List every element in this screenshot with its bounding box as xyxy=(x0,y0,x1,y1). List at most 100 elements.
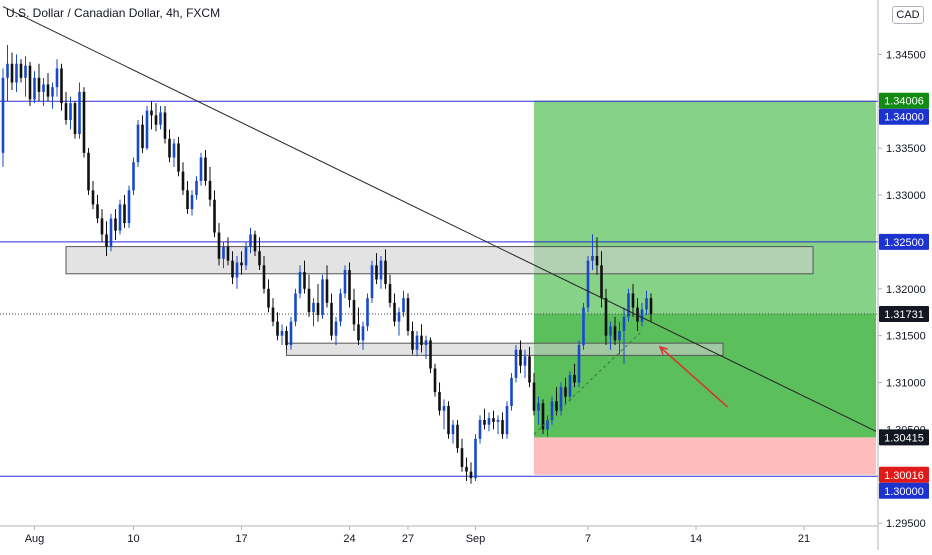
candle-31[interactable] xyxy=(141,115,144,153)
candle-29[interactable] xyxy=(132,157,135,196)
arrow-line[interactable] xyxy=(659,346,728,408)
candle-70[interactable] xyxy=(316,284,320,322)
candle-33[interactable] xyxy=(150,101,153,130)
candle-106[interactable] xyxy=(478,415,482,444)
candle-123[interactable] xyxy=(555,387,558,416)
candle-126[interactable] xyxy=(568,371,572,402)
candle-124[interactable] xyxy=(559,382,563,416)
candle-61[interactable] xyxy=(276,312,279,341)
candle-131[interactable] xyxy=(591,234,594,271)
candle-136[interactable] xyxy=(613,316,617,346)
candle-114[interactable] xyxy=(514,345,518,383)
candle-27[interactable] xyxy=(123,195,126,228)
candle-25[interactable] xyxy=(114,209,117,241)
candle-92[interactable] xyxy=(415,330,419,357)
candle-30[interactable] xyxy=(136,120,140,167)
candle-132[interactable] xyxy=(595,237,599,275)
candle-52[interactable] xyxy=(235,255,239,289)
candle-21[interactable] xyxy=(96,195,99,224)
candle-1[interactable] xyxy=(6,45,9,102)
candle-43[interactable] xyxy=(195,176,198,200)
candle-67[interactable] xyxy=(303,260,306,294)
candle-26[interactable] xyxy=(118,199,122,235)
candle-129[interactable] xyxy=(582,302,585,350)
candle-80[interactable] xyxy=(361,321,365,350)
candle-9[interactable] xyxy=(42,77,45,106)
candle-3[interactable] xyxy=(15,54,18,92)
candle-111[interactable] xyxy=(501,412,504,439)
candle-134[interactable] xyxy=(604,288,608,346)
candle-77[interactable] xyxy=(348,262,351,308)
candle-69[interactable] xyxy=(312,298,315,327)
candle-41[interactable] xyxy=(186,180,189,214)
candle-44[interactable] xyxy=(199,152,203,186)
candle-116[interactable] xyxy=(523,349,527,378)
candle-94[interactable] xyxy=(424,335,428,360)
candle-68[interactable] xyxy=(307,274,311,317)
candle-37[interactable] xyxy=(168,129,171,163)
candle-60[interactable] xyxy=(271,298,275,327)
candle-105[interactable] xyxy=(474,434,477,481)
candle-103[interactable] xyxy=(465,457,468,481)
candle-91[interactable] xyxy=(411,321,414,355)
candle-112[interactable] xyxy=(505,401,509,439)
candle-40[interactable] xyxy=(181,162,185,196)
candle-119[interactable] xyxy=(537,396,540,425)
candle-108[interactable] xyxy=(487,412,491,432)
candle-120[interactable] xyxy=(541,399,545,435)
candle-121[interactable] xyxy=(546,415,549,437)
candle-6[interactable] xyxy=(28,61,32,106)
candle-15[interactable] xyxy=(69,96,72,130)
candle-83[interactable] xyxy=(375,253,378,285)
candle-139[interactable] xyxy=(627,288,630,322)
candle-53[interactable] xyxy=(240,251,243,275)
candle-76[interactable] xyxy=(343,265,347,299)
candle-12[interactable] xyxy=(55,59,59,97)
candle-102[interactable] xyxy=(460,438,464,472)
candle-34[interactable] xyxy=(154,103,158,132)
candle-38[interactable] xyxy=(172,138,176,167)
candle-96[interactable] xyxy=(433,363,437,397)
candle-122[interactable] xyxy=(550,396,554,425)
candle-110[interactable] xyxy=(496,415,500,435)
candle-54[interactable] xyxy=(244,241,248,271)
range-box-1[interactable] xyxy=(65,246,814,275)
candle-18[interactable] xyxy=(82,87,86,158)
candle-98[interactable] xyxy=(442,399,446,430)
candle-0[interactable] xyxy=(1,68,5,167)
range-box-2[interactable] xyxy=(286,342,724,356)
candle-87[interactable] xyxy=(393,293,396,327)
candle-65[interactable] xyxy=(294,288,297,327)
candle-109[interactable] xyxy=(492,410,495,430)
candle-90[interactable] xyxy=(406,293,410,336)
trendline[interactable] xyxy=(2,6,877,432)
candle-141[interactable] xyxy=(636,298,639,331)
candle-107[interactable] xyxy=(483,408,486,430)
candle-42[interactable] xyxy=(190,190,194,216)
candle-48[interactable] xyxy=(217,223,221,266)
candle-39[interactable] xyxy=(177,136,180,177)
candle-50[interactable] xyxy=(226,237,230,266)
candle-14[interactable] xyxy=(64,91,68,125)
candle-10[interactable] xyxy=(46,73,50,102)
candle-128[interactable] xyxy=(577,340,581,388)
currency-button[interactable]: CAD xyxy=(892,6,924,24)
candle-89[interactable] xyxy=(402,290,405,317)
candle-23[interactable] xyxy=(105,221,108,256)
candle-117[interactable] xyxy=(528,346,531,388)
candle-63[interactable] xyxy=(285,326,288,350)
candle-127[interactable] xyxy=(573,363,576,388)
candle-28[interactable] xyxy=(127,185,131,228)
candle-72[interactable] xyxy=(325,265,329,308)
candle-8[interactable] xyxy=(37,63,41,102)
candle-56[interactable] xyxy=(253,230,257,256)
candle-99[interactable] xyxy=(447,401,450,439)
candle-4[interactable] xyxy=(19,59,23,83)
candle-45[interactable] xyxy=(204,150,207,186)
candle-24[interactable] xyxy=(109,213,113,252)
candle-100[interactable] xyxy=(451,420,455,444)
candle-47[interactable] xyxy=(213,190,216,238)
candle-138[interactable] xyxy=(622,307,626,364)
candle-62[interactable] xyxy=(280,324,284,346)
